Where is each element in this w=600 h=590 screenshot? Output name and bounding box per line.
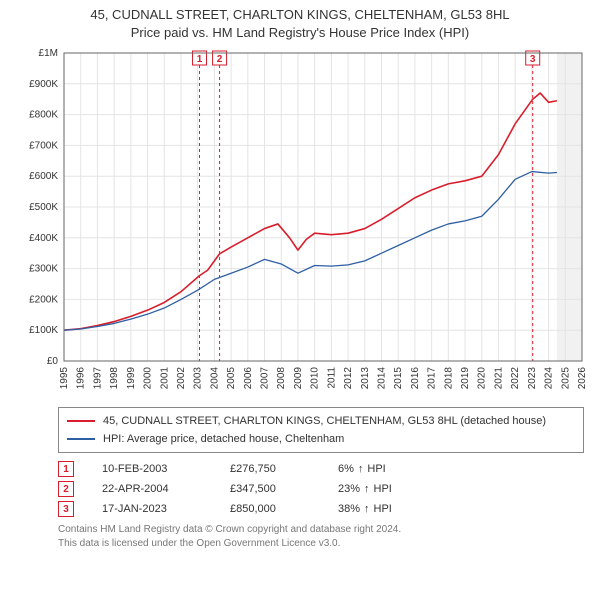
svg-text:£100K: £100K xyxy=(29,325,58,336)
svg-text:£700K: £700K xyxy=(29,140,58,151)
svg-text:£900K: £900K xyxy=(29,79,58,90)
svg-text:2025: 2025 xyxy=(560,367,571,390)
svg-text:2014: 2014 xyxy=(376,367,387,390)
sale-date: 10-FEB-2003 xyxy=(102,463,202,475)
sale-row: 1 10-FEB-2003 £276,750 6% ↑ HPI xyxy=(58,459,584,479)
sale-delta: 23% ↑ HPI xyxy=(338,483,392,495)
legend-swatch xyxy=(67,420,95,422)
svg-text:2015: 2015 xyxy=(393,367,404,390)
svg-text:2019: 2019 xyxy=(460,367,471,390)
svg-text:1997: 1997 xyxy=(92,367,103,390)
sale-price: £276,750 xyxy=(230,463,310,475)
chart-svg: £0 £100K £200K £300K £400K £500K £600K £700K £80… xyxy=(10,41,590,401)
svg-text:1: 1 xyxy=(197,54,203,65)
svg-text:£0: £0 xyxy=(47,356,59,367)
chart-title: 45, CUDNALL STREET, CHARLTON KINGS, CHEL… xyxy=(10,6,590,41)
svg-text:2023: 2023 xyxy=(527,367,538,390)
svg-text:2013: 2013 xyxy=(360,367,371,390)
svg-text:2024: 2024 xyxy=(544,367,555,390)
svg-text:£500K: £500K xyxy=(29,202,58,213)
svg-text:2011: 2011 xyxy=(326,367,337,389)
svg-text:1999: 1999 xyxy=(126,367,137,390)
svg-text:2001: 2001 xyxy=(159,367,170,390)
sale-marker-icon: 2 xyxy=(58,481,74,497)
svg-text:1998: 1998 xyxy=(109,367,120,390)
legend-row: 45, CUDNALL STREET, CHARLTON KINGS, CHEL… xyxy=(67,412,575,430)
svg-text:£400K: £400K xyxy=(29,233,58,244)
svg-text:2026: 2026 xyxy=(577,367,588,390)
sales-table: 1 10-FEB-2003 £276,750 6% ↑ HPI 2 22-APR… xyxy=(58,459,584,519)
chart: £0 £100K £200K £300K £400K £500K £600K £700K £80… xyxy=(10,41,590,401)
svg-text:2005: 2005 xyxy=(226,367,237,390)
svg-text:1995: 1995 xyxy=(59,367,70,390)
svg-text:3: 3 xyxy=(530,54,536,65)
svg-text:£1M: £1M xyxy=(39,48,58,59)
sale-price: £347,500 xyxy=(230,483,310,495)
sale-delta: 6% ↑ HPI xyxy=(338,463,386,475)
svg-text:£300K: £300K xyxy=(29,264,58,275)
footer-line: This data is licensed under the Open Gov… xyxy=(58,537,584,551)
legend-row: HPI: Average price, detached house, Chel… xyxy=(67,430,575,448)
svg-text:2009: 2009 xyxy=(293,367,304,390)
svg-text:2003: 2003 xyxy=(193,367,204,390)
footer: Contains HM Land Registry data © Crown c… xyxy=(58,523,584,550)
arrow-up-icon: ↑ xyxy=(364,503,370,515)
sale-marker-icon: 1 xyxy=(58,461,74,477)
svg-text:2022: 2022 xyxy=(510,367,521,390)
svg-text:2008: 2008 xyxy=(276,367,287,390)
sale-marker-icon: 3 xyxy=(58,501,74,517)
arrow-up-icon: ↑ xyxy=(364,483,370,495)
svg-text:2017: 2017 xyxy=(427,367,438,390)
svg-text:2016: 2016 xyxy=(410,367,421,390)
sale-row: 3 17-JAN-2023 £850,000 38% ↑ HPI xyxy=(58,499,584,519)
svg-text:£600K: £600K xyxy=(29,171,58,182)
svg-text:2012: 2012 xyxy=(343,367,354,390)
svg-text:2018: 2018 xyxy=(443,367,454,390)
svg-text:2010: 2010 xyxy=(310,367,321,390)
svg-text:2020: 2020 xyxy=(477,367,488,390)
sale-row: 2 22-APR-2004 £347,500 23% ↑ HPI xyxy=(58,479,584,499)
svg-text:2002: 2002 xyxy=(176,367,187,390)
svg-text:2: 2 xyxy=(217,54,223,65)
legend-label: HPI: Average price, detached house, Chel… xyxy=(103,433,344,445)
footer-line: Contains HM Land Registry data © Crown c… xyxy=(58,523,584,537)
title-line2: Price paid vs. HM Land Registry's House … xyxy=(10,24,590,42)
svg-text:£200K: £200K xyxy=(29,294,58,305)
svg-text:2000: 2000 xyxy=(143,367,154,390)
sale-date: 22-APR-2004 xyxy=(102,483,202,495)
svg-text:2006: 2006 xyxy=(243,367,254,390)
sale-delta: 38% ↑ HPI xyxy=(338,503,392,515)
arrow-up-icon: ↑ xyxy=(358,463,364,475)
legend-label: 45, CUDNALL STREET, CHARLTON KINGS, CHEL… xyxy=(103,415,546,427)
title-line1: 45, CUDNALL STREET, CHARLTON KINGS, CHEL… xyxy=(10,6,590,24)
svg-text:1996: 1996 xyxy=(76,367,87,390)
legend-swatch xyxy=(67,438,95,440)
legend: 45, CUDNALL STREET, CHARLTON KINGS, CHEL… xyxy=(58,407,584,453)
sale-date: 17-JAN-2023 xyxy=(102,503,202,515)
sale-price: £850,000 xyxy=(230,503,310,515)
svg-text:2021: 2021 xyxy=(493,367,504,390)
svg-text:2004: 2004 xyxy=(209,367,220,390)
svg-text:£800K: £800K xyxy=(29,110,58,121)
svg-text:2007: 2007 xyxy=(260,367,271,390)
